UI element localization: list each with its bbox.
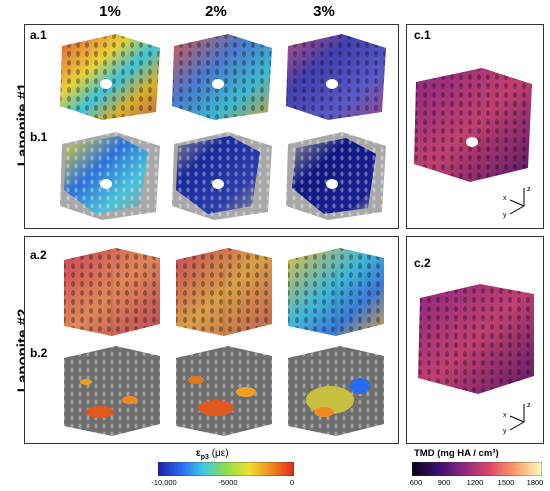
scan-a2-1pct (64, 248, 160, 336)
scan-b1-2pct (172, 132, 272, 220)
strain-symbol: ε (196, 448, 201, 459)
strain-tick-max: 0 (289, 478, 295, 487)
strain-colorbar (158, 462, 294, 476)
scan-b1-3pct (286, 132, 386, 220)
panel-label-a1: a.1 (30, 28, 47, 42)
panel-label-a2: a.2 (30, 248, 47, 262)
axis-triad-c1 (509, 188, 525, 215)
tmd-colorbar (412, 462, 542, 476)
tmd-tick-1800: 1800 (526, 478, 544, 487)
panel-label-c2: c.2 (414, 256, 431, 270)
axis-y-label-c1: y (503, 212, 507, 219)
column-header-3pct: 3% (313, 3, 335, 20)
scan-a2-2pct (176, 248, 272, 336)
column-header-1pct: 1% (99, 3, 121, 20)
scan-b2-3pct (288, 346, 384, 436)
strain-tick-mid: -5000 (218, 478, 238, 487)
scan-b2-2pct (176, 346, 272, 436)
axis-y-label-c2: y (503, 428, 507, 435)
scan-b2-1pct (64, 346, 160, 436)
scan-c1-tmd (414, 68, 532, 182)
tmd-tick-900: 900 (437, 478, 451, 487)
scan-c2-tmd (418, 284, 534, 394)
tmd-colorbar-title: TMD (mg HA / cm³) (414, 448, 499, 459)
scan-a1-1pct (60, 34, 160, 120)
scan-a1-2pct (172, 34, 272, 120)
column-header-2pct: 2% (205, 3, 227, 20)
strain-subscript: p3 (200, 454, 209, 461)
axis-x-label-c2: x (503, 412, 507, 419)
axis-triad-c2 (509, 404, 525, 431)
panel-label-b1: b.1 (30, 130, 48, 144)
tmd-tick-1500: 1500 (497, 478, 515, 487)
panel-label-b2: b.2 (30, 346, 48, 360)
strain-tick-min: -10,000 (151, 478, 177, 487)
panel-label-c1: c.1 (414, 28, 431, 42)
scan-a2-3pct (288, 248, 384, 336)
axis-z-label-c1: z (527, 186, 531, 193)
axis-z-label-c2: z (527, 402, 531, 409)
scan-a1-3pct (286, 34, 386, 120)
scan-b1-1pct (60, 132, 160, 220)
strain-unit: (με) (208, 448, 229, 459)
tmd-tick-1200: 1200 (466, 478, 484, 487)
tmd-tick-600: 600 (409, 478, 423, 487)
strain-colorbar-title: εp3 (με) (196, 448, 229, 461)
axis-x-label-c1: x (503, 195, 507, 202)
